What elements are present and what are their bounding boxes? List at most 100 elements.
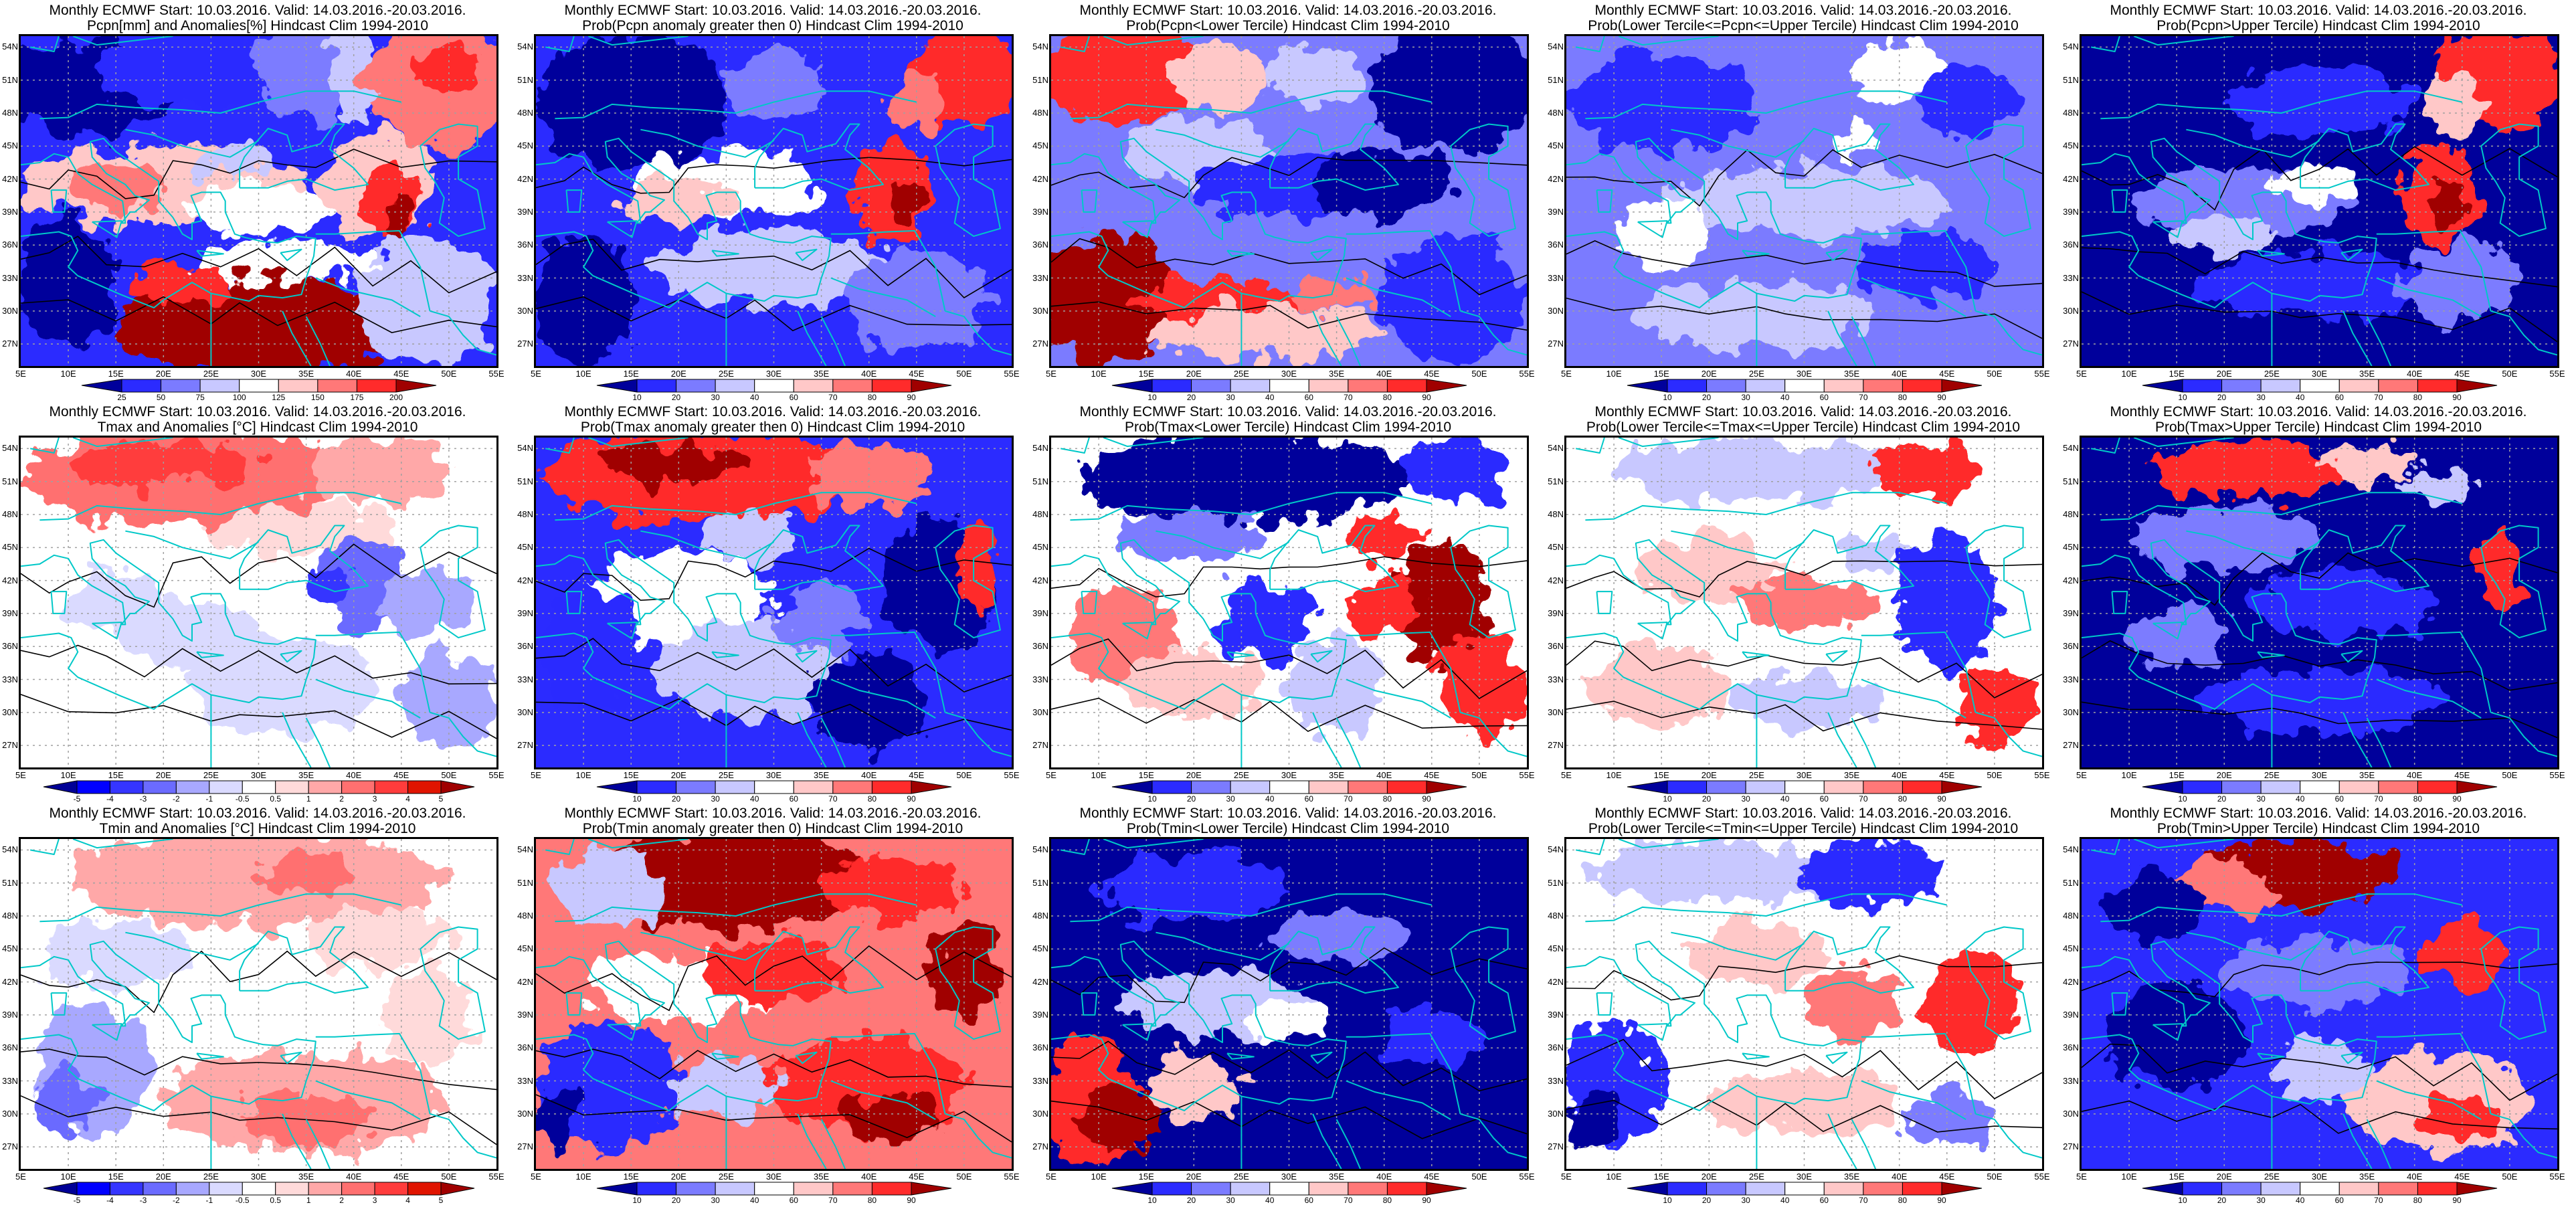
- lon-tick-label: 30E: [1281, 770, 1297, 780]
- coastlines: [535, 437, 1012, 801]
- lon-tick-label: 40E: [2407, 369, 2423, 379]
- colorbar-tick-label: 90: [1422, 794, 1431, 804]
- field-region: [2319, 447, 2415, 481]
- lon-tick-label: 25E: [718, 770, 734, 780]
- colorbar-box: [832, 379, 872, 393]
- lat-tick-label: 45N: [2, 943, 18, 954]
- lon-tick-label: 5E: [531, 369, 541, 379]
- lon-tick-label: 40E: [346, 369, 362, 379]
- lat-tick-label: 54N: [2, 844, 18, 855]
- colorbar-tick-label: -0.5: [235, 1196, 250, 1205]
- map-field: [20, 838, 497, 1202]
- colorbar-box: [143, 1182, 177, 1196]
- forecast-panel: Monthly ECMWF Start: 10.03.2016. Valid: …: [0, 803, 515, 1204]
- lat-tick-label: 36N: [2, 1042, 18, 1053]
- lon-tick-label: 50E: [441, 770, 457, 780]
- lon-tick-label: 35E: [298, 369, 314, 379]
- lon-tick-label: 30E: [765, 770, 782, 780]
- lat-tick-label: 48N: [2, 108, 18, 118]
- colorbar-box: [1863, 780, 1903, 794]
- field-region: [2105, 987, 2248, 1087]
- lat-tick-label: 36N: [1548, 240, 1564, 250]
- panel-title: Monthly ECMWF Start: 10.03.2016. Valid: …: [0, 806, 515, 836]
- lat-tick-label: 42N: [517, 575, 533, 585]
- lon-tick-label: 35E: [1329, 1172, 1345, 1182]
- colorbar-high-triangle: [1941, 780, 1983, 794]
- colorbar-box: [1745, 379, 1786, 393]
- colorbar-tick-label: 75: [195, 393, 205, 402]
- lon-tick-label: 45E: [2454, 770, 2470, 780]
- field-region: [1146, 306, 1384, 360]
- lat-tick-label: 30N: [2063, 707, 2079, 717]
- colorbar-box: [1823, 1182, 1864, 1196]
- colorbar-box: [1706, 1182, 1746, 1196]
- colorbar-box: [242, 780, 276, 794]
- colorbar-tick-label: 175: [350, 393, 364, 402]
- lon-tick-label: 25E: [1748, 369, 1764, 379]
- forecast-panel: Monthly ECMWF Start: 10.03.2016. Valid: …: [515, 0, 1030, 401]
- colorbar-tick-label: 40: [2296, 393, 2305, 402]
- lat-tick-label: 51N: [1032, 476, 1048, 486]
- lon-tick-label: 45E: [909, 1172, 925, 1182]
- map-frame: [1049, 34, 1529, 399]
- forecast-panel: Monthly ECMWF Start: 10.03.2016. Valid: …: [1030, 0, 1546, 401]
- lon-tick-label: 30E: [1796, 770, 1813, 780]
- colorbar-box: [356, 379, 397, 393]
- title-line-variable: Prob(Tmin>Upper Tercile) Hindcast Clim 1…: [2156, 821, 2480, 836]
- lat-tick-label: 33N: [1032, 674, 1048, 684]
- forecast-panel: Monthly ECMWF Start: 10.03.2016. Valid: …: [2061, 0, 2576, 401]
- lat-tick-label: 48N: [517, 108, 533, 118]
- lat-tick-label: 36N: [1032, 1042, 1048, 1053]
- colorbar-tick-label: 80: [2413, 794, 2423, 804]
- field-region: [306, 438, 449, 504]
- colorbar: [81, 379, 437, 393]
- colorbar-tick-label: 4: [405, 1196, 410, 1205]
- colorbar-box: [1386, 1182, 1427, 1196]
- colorbar-high-triangle: [2456, 780, 2498, 794]
- lat-tick-label: 51N: [2, 476, 18, 486]
- colorbar-tick-label: -5: [73, 1196, 81, 1205]
- lat-tick-label: 54N: [1032, 844, 1048, 855]
- colorbar-box: [1863, 379, 1903, 393]
- field-region: [2476, 530, 2524, 610]
- lon-tick-label: 20E: [670, 369, 686, 379]
- lon-tick-label: 50E: [1987, 1172, 2003, 1182]
- lat-tick-label: 27N: [1548, 740, 1564, 751]
- colorbar-box: [2221, 780, 2262, 794]
- field-region: [1851, 36, 1947, 102]
- colorbar-box: [715, 379, 755, 393]
- lon-tick-label: 20E: [155, 369, 171, 379]
- colorbar-box: [1152, 1182, 1192, 1196]
- title-line-forecast-dates: Monthly ECMWF Start: 10.03.2016. Valid: …: [49, 404, 466, 420]
- colorbar-box: [209, 1182, 243, 1196]
- colorbar-box: [754, 379, 794, 393]
- field-region: [1956, 662, 2033, 741]
- lat-tick-label: 45N: [2063, 542, 2079, 553]
- lon-tick-label: 20E: [155, 1172, 171, 1182]
- title-line-forecast-dates: Monthly ECMWF Start: 10.03.2016. Valid: …: [2110, 806, 2527, 821]
- colorbar-box: [715, 1182, 755, 1196]
- lon-tick-label: 25E: [2264, 1172, 2280, 1182]
- lon-tick-label: 20E: [670, 770, 686, 780]
- colorbar-tick-label: 30: [711, 794, 720, 804]
- lon-tick-label: 55E: [488, 1172, 504, 1182]
- lat-tick-label: 33N: [517, 674, 533, 684]
- graticule: [1051, 36, 1527, 366]
- colorbar-tick-label: 10: [1147, 794, 1157, 804]
- colorbar-low-triangle: [81, 379, 122, 393]
- colorbar-box: [121, 379, 162, 393]
- colorbar-tick-label: 70: [1859, 393, 1868, 402]
- colorbar-tick-label: 30: [2256, 1196, 2266, 1205]
- colorbar-tick-label: 60: [789, 1196, 798, 1205]
- colorbar-box: [1191, 1182, 1231, 1196]
- lon-tick-label: 55E: [2034, 369, 2050, 379]
- colorbar-low-triangle: [43, 1182, 78, 1196]
- colorbar-tick-label: 70: [1859, 1196, 1868, 1205]
- forecast-panel: Monthly ECMWF Start: 10.03.2016. Valid: …: [0, 401, 515, 803]
- colorbar-box: [341, 1182, 375, 1196]
- colorbar-tick-label: 60: [1819, 393, 1829, 402]
- field-region: [258, 852, 354, 892]
- field-region: [1289, 276, 1384, 310]
- colorbar-tick-label: 20: [671, 794, 681, 804]
- contour-lines: [1050, 947, 1528, 1139]
